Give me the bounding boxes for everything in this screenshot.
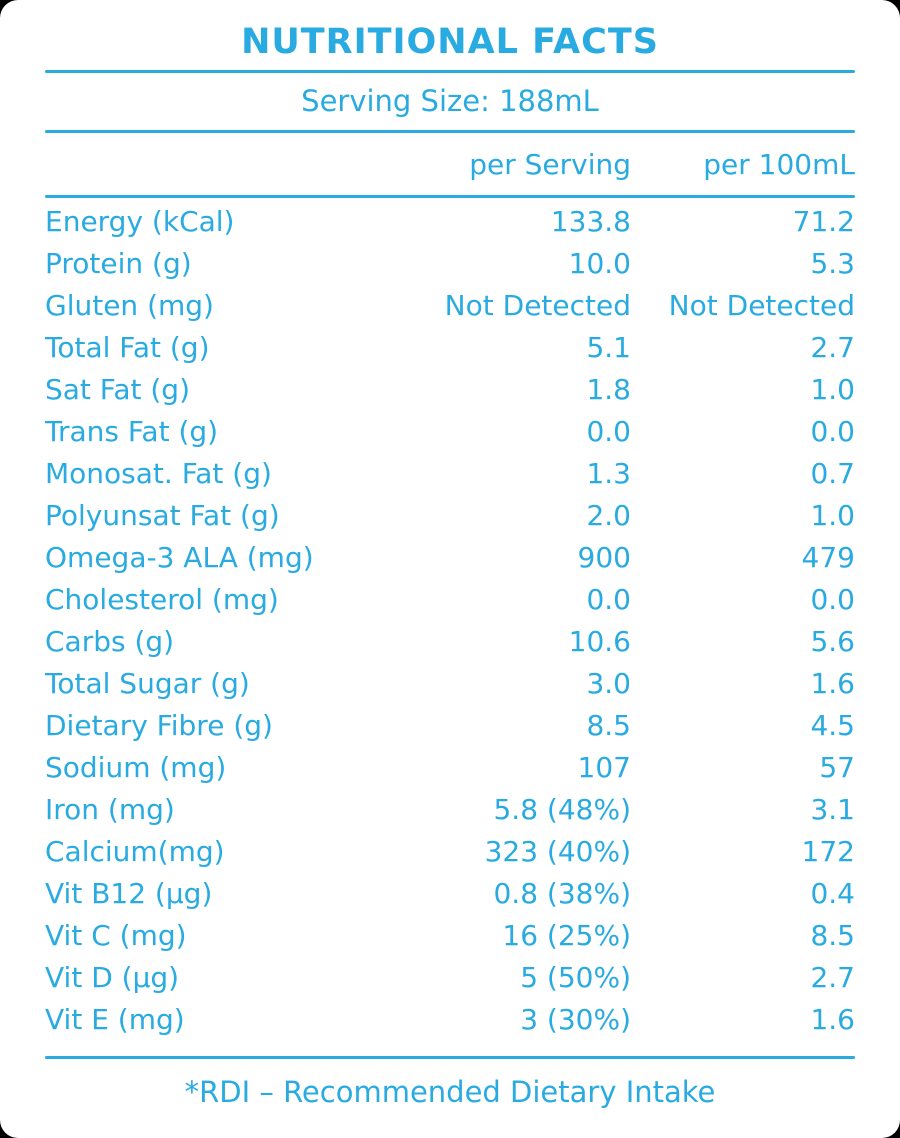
nutrient-label: Vit D (µg) [45,960,180,994]
value-per-serving: 3 (30%) [520,1002,631,1036]
nutrient-label: Gluten (mg) [45,288,214,322]
value-per-100ml: 57 [819,750,855,784]
value-per-100ml: 3.1 [810,792,855,826]
divider-top [45,70,855,73]
table-row: Vit D (µg) 5 (50%) 2.7 [45,956,855,998]
table-header-row: per Serving per 100mL [45,133,855,195]
column-header-per-serving: per Serving [469,147,631,181]
table-row: Gluten (mg) Not Detected Not Detected [45,284,855,326]
value-per-100ml: 0.0 [810,414,855,448]
nutrient-label: Monosat. Fat (g) [45,456,272,490]
divider-bottom [45,1056,855,1059]
value-per-100ml: 1.6 [810,1002,855,1036]
table-row: Total Sugar (g) 3.0 1.6 [45,662,855,704]
nutrient-label: Cholesterol (mg) [45,582,279,616]
value-per-serving: 10.0 [568,246,631,280]
table-row: Polyunsat Fat (g) 2.0 1.0 [45,494,855,536]
nutrient-label: Vit E (mg) [45,1002,185,1036]
value-per-serving: 16 (25%) [502,918,631,952]
value-per-100ml: 2.7 [810,960,855,994]
value-per-serving: 5.1 [586,330,631,364]
serving-size-text: Serving Size: 188mL [301,84,599,118]
table-row: Vit C (mg) 16 (25%) 8.5 [45,914,855,956]
value-per-serving: 5.8 (48%) [493,792,631,826]
nutrient-label: Sat Fat (g) [45,372,191,406]
value-per-serving: 0.0 [586,414,631,448]
value-per-100ml: 71.2 [792,204,855,238]
table-row: Dietary Fibre (g) 8.5 4.5 [45,704,855,746]
nutrient-label: Total Fat (g) [45,330,210,364]
value-per-serving: 8.5 [586,708,631,742]
value-per-100ml: 4.5 [810,708,855,742]
nutrient-label: Vit B12 (µg) [45,876,213,910]
nutrient-label: Vit C (mg) [45,918,187,952]
value-per-serving: 323 (40%) [484,834,631,868]
value-per-100ml: 0.4 [810,876,855,910]
value-per-serving: 133.8 [550,204,631,238]
column-header-per-100ml: per 100mL [703,147,855,181]
value-per-100ml: 1.6 [810,666,855,700]
nutrient-label: Calcium(mg) [45,834,225,868]
value-per-serving: 0.0 [586,582,631,616]
nutrient-label: Energy (kCal) [45,204,235,238]
table-row: Total Fat (g) 5.1 2.7 [45,326,855,368]
table-row: Iron (mg) 5.8 (48%) 3.1 [45,788,855,830]
table-row: Cholesterol (mg) 0.0 0.0 [45,578,855,620]
value-per-serving: 900 [577,540,631,574]
value-per-100ml: 2.7 [810,330,855,364]
nutrient-label: Carbs (g) [45,624,175,658]
value-per-serving: 1.3 [586,456,631,490]
table-row: Omega-3 ALA (mg) 900 479 [45,536,855,578]
table-row: Sat Fat (g) 1.8 1.0 [45,368,855,410]
nutrient-label: Polyunsat Fat (g) [45,498,280,532]
value-per-100ml: Not Detected [668,288,855,322]
nutrition-table-body: Energy (kCal) 133.8 71.2 Protein (g) 10.0 5.3… [45,198,855,1040]
nutrient-label: Dietary Fibre (g) [45,708,273,742]
table-row: Trans Fat (g) 0.0 0.0 [45,410,855,452]
table-row: Vit E (mg) 3 (30%) 1.6 [45,998,855,1040]
value-per-serving: 0.8 (38%) [493,876,631,910]
value-per-serving: 5 (50%) [520,960,631,994]
nutrient-label: Protein (g) [45,246,192,280]
value-per-serving: 3.0 [586,666,631,700]
value-per-serving: 107 [577,750,631,784]
table-row: Vit B12 (µg) 0.8 (38%) 0.4 [45,872,855,914]
table-row: Calcium(mg) 323 (40%) 172 [45,830,855,872]
value-per-100ml: 479 [801,540,855,574]
table-row: Energy (kCal) 133.8 71.2 [45,200,855,242]
page-title: NUTRITIONAL FACTS [241,22,659,62]
value-per-100ml: 5.6 [810,624,855,658]
table-row: Protein (g) 10.0 5.3 [45,242,855,284]
nutrient-label: Total Sugar (g) [45,666,250,700]
nutrient-label: Omega-3 ALA (mg) [45,540,314,574]
nutrient-label: Iron (mg) [45,792,175,826]
nutrient-label: Trans Fat (g) [45,414,219,448]
table-row: Monosat. Fat (g) 1.3 0.7 [45,452,855,494]
value-per-100ml: 0.0 [810,582,855,616]
value-per-100ml: 1.0 [810,498,855,532]
value-per-serving: 10.6 [568,624,631,658]
table-row: Sodium (mg) 107 57 [45,746,855,788]
value-per-100ml: 8.5 [810,918,855,952]
value-per-serving: 1.8 [586,372,631,406]
table-row: Carbs (g) 10.6 5.6 [45,620,855,662]
value-per-100ml: 5.3 [810,246,855,280]
rdi-footnote: *RDI – Recommended Dietary Intake [184,1075,716,1109]
divider-header [45,195,855,198]
value-per-serving: Not Detected [444,288,631,322]
value-per-100ml: 172 [801,834,855,868]
nutrient-label: Sodium (mg) [45,750,227,784]
divider-serving [45,130,855,133]
value-per-100ml: 1.0 [810,372,855,406]
value-per-serving: 2.0 [586,498,631,532]
value-per-100ml: 0.7 [810,456,855,490]
